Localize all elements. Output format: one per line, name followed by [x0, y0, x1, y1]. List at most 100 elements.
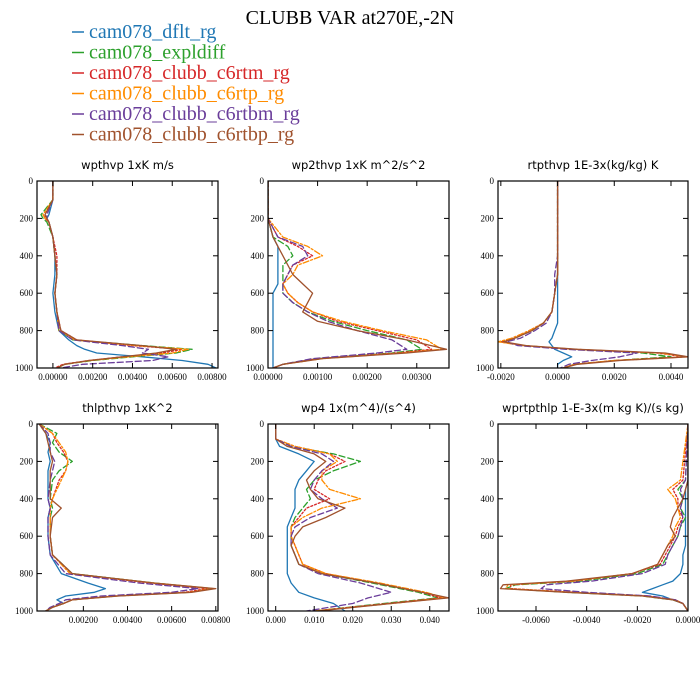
x-tick-label: 0.00800: [201, 615, 231, 625]
legend-label: cam078_dflt_rg: [89, 21, 216, 43]
legend-label: cam078_clubb_c6rtm_rg: [89, 62, 290, 84]
series-line: [44, 181, 183, 368]
panel-title: rtpthvp 1E-3x(kg/kg) K: [528, 158, 659, 172]
panel-title: wprtpthlp 1-E-3x(m kg K)/(s kg): [502, 401, 684, 415]
series-line: [500, 181, 686, 368]
y-tick-label: 200: [251, 213, 265, 223]
y-tick-label: 800: [251, 326, 265, 336]
x-tick-label: 0.00200: [78, 372, 108, 382]
legend-label: cam078_clubb_c6rtp_rg: [89, 83, 284, 105]
x-tick-label: 0.00400: [118, 372, 148, 382]
x-tick-label: -0.0060: [522, 615, 550, 625]
series-group: [498, 181, 688, 368]
x-tick-label: -0.0020: [487, 372, 515, 382]
x-tick-label: 0.0040: [659, 372, 684, 382]
x-tick-label: 0.010: [304, 615, 325, 625]
series-line: [268, 181, 423, 368]
chart-panel: wprtpthlp 1-E-3x(m kg K)/(s kg) 0 200 400 60…: [476, 401, 700, 625]
plot-frame: [497, 423, 689, 612]
y-tick-label: 200: [20, 213, 34, 223]
legend-label: cam078_expldiff: [89, 42, 226, 64]
x-tick-label: 0.030: [381, 615, 402, 625]
panel-title: wp2thvp 1xK m^2/s^2: [292, 158, 426, 172]
series-line: [503, 181, 688, 368]
y-tick-label: 0: [260, 419, 265, 429]
y-tick-label: 200: [481, 456, 495, 466]
series-line: [46, 181, 169, 368]
series-line: [275, 424, 346, 611]
y-tick-label: 600: [20, 531, 34, 541]
y-tick-label: 400: [481, 251, 495, 261]
series-line: [275, 424, 446, 611]
series-group: [275, 424, 449, 611]
y-tick-label: 600: [251, 288, 265, 298]
panel-title: wp4 1x(m^4)/(s^4): [301, 401, 416, 415]
y-tick-label: 0: [29, 419, 34, 429]
y-tick-label: 0: [490, 176, 495, 186]
y-tick-label: 0: [260, 176, 265, 186]
y-tick-label: 600: [481, 288, 495, 298]
series-line: [38, 424, 217, 611]
x-tick-label: 0.0000: [676, 615, 700, 625]
y-tick-label: 1000: [15, 606, 34, 616]
plot-frame: [497, 180, 689, 369]
plot-frame: [267, 180, 450, 369]
x-tick-label: 0.00800: [197, 372, 227, 382]
chart-panel: rtpthvp 1E-3x(kg/kg) K 0 200 400 600 800 1000-…: [476, 158, 689, 382]
x-tick-label: 0.00200: [69, 615, 99, 625]
panel-title: wpthvp 1xK m/s: [81, 158, 174, 172]
series-line: [641, 424, 688, 611]
series-line: [275, 424, 449, 611]
plot-frame: [267, 423, 450, 612]
series-line: [505, 181, 638, 368]
series-group: [499, 424, 688, 611]
x-tick-label: 0.00300: [402, 372, 432, 382]
legend-label: cam078_clubb_c6rtbm_rg: [89, 103, 300, 125]
series-line: [268, 181, 408, 368]
series-line: [268, 181, 279, 368]
y-tick-label: 600: [251, 531, 265, 541]
x-tick-label: -0.0020: [623, 615, 651, 625]
y-tick-label: 1000: [246, 363, 265, 373]
y-tick-label: 1000: [15, 363, 34, 373]
x-tick-label: 0.00400: [113, 615, 143, 625]
figure-title: CLUBB VAR at270E,-2N: [246, 7, 455, 29]
x-tick-label: 0.0020: [602, 372, 627, 382]
legend: cam078_dflt_rgcam078_expldiffcam078_club…: [72, 21, 300, 146]
series-line: [42, 181, 189, 368]
x-tick-label: 0.0000: [545, 372, 570, 382]
y-tick-label: 800: [20, 326, 34, 336]
y-tick-label: 200: [20, 456, 34, 466]
x-tick-label: 0.020: [343, 615, 364, 625]
x-tick-label: -0.0040: [573, 615, 601, 625]
series-line: [275, 424, 439, 611]
y-tick-label: 800: [481, 569, 495, 579]
series-group: [40, 181, 217, 368]
y-tick-label: 1000: [476, 363, 495, 373]
plot-frame: [36, 423, 219, 612]
x-tick-label: 0.000: [266, 615, 287, 625]
x-tick-label: 0.00600: [157, 615, 187, 625]
series-line: [268, 181, 448, 368]
series-line: [498, 181, 688, 368]
y-tick-label: 0: [490, 419, 495, 429]
y-tick-label: 600: [481, 531, 495, 541]
y-tick-label: 400: [20, 494, 34, 504]
x-tick-label: 0.00600: [158, 372, 188, 382]
x-tick-label: 0.00200: [353, 372, 383, 382]
series-line: [38, 424, 215, 611]
y-tick-label: 200: [481, 213, 495, 223]
chart-panel: thlpthvp 1xK^2 0 200 400 600 800 1000 0.00200 0.…: [15, 401, 231, 625]
y-tick-label: 400: [251, 494, 265, 504]
x-tick-label: 0.040: [420, 615, 441, 625]
legend-label: cam078_clubb_c6rtbp_rg: [89, 124, 294, 146]
y-tick-label: 1000: [476, 606, 495, 616]
y-tick-label: 800: [481, 326, 495, 336]
y-tick-label: 800: [251, 569, 265, 579]
y-tick-label: 0: [29, 176, 34, 186]
series-line: [275, 424, 392, 611]
x-tick-label: 0.00000: [38, 372, 68, 382]
series-line: [40, 181, 193, 368]
